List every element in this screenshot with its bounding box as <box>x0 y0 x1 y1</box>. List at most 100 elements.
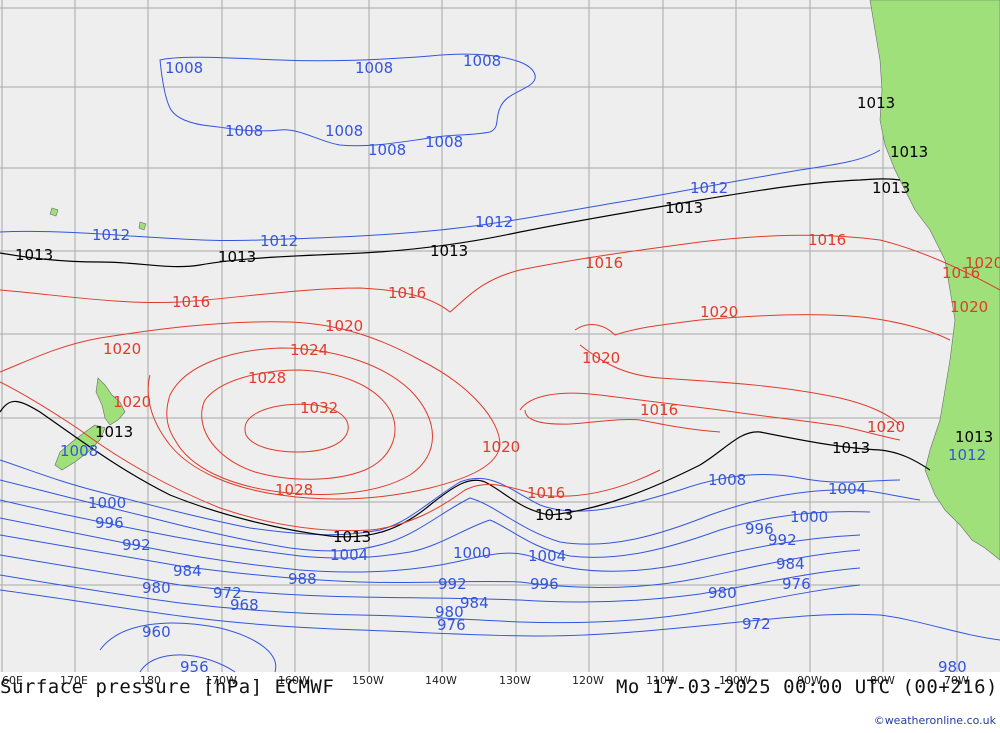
isobar-label: 1013 <box>15 246 53 264</box>
isobar-996 <box>0 517 861 573</box>
island-tonga <box>138 221 147 231</box>
lon-label: 110W <box>646 674 678 687</box>
isobar-1013-south <box>0 400 931 538</box>
isobar-label: 1016 <box>388 284 426 302</box>
isobar-label: 1008 <box>355 59 393 77</box>
lon-label: 170W <box>205 674 237 687</box>
isobar-972 <box>0 589 1000 641</box>
isobar-1020-east <box>574 314 951 341</box>
land <box>49 0 1000 561</box>
isobar-1016-south <box>519 392 901 441</box>
isobar-label: 1008 <box>225 122 263 140</box>
lon-label: 130W <box>499 674 531 687</box>
isobar-label: 992 <box>768 531 797 549</box>
isobars-standard <box>0 178 931 538</box>
credit-link[interactable]: ©weatheronline.co.uk <box>873 714 996 727</box>
isobar-960-low-center <box>99 622 277 673</box>
isobar-label: 1020 <box>867 418 905 436</box>
isobar-label: 1012 <box>260 232 298 250</box>
isobar-label: 984 <box>460 594 489 612</box>
isobar-956 <box>139 654 236 673</box>
ocean-background <box>0 0 1000 672</box>
isobar-1000 <box>0 499 871 559</box>
isobar-label: 960 <box>142 623 171 641</box>
isobar-label: 1016 <box>640 401 678 419</box>
isobar-label: 1016 <box>942 264 980 282</box>
isobar-label: 1013 <box>95 423 133 441</box>
isobars-low <box>0 53 1000 673</box>
isobar-1032 <box>244 403 349 453</box>
isobar-label: 1013 <box>218 248 256 266</box>
isobar-1024 <box>166 347 433 495</box>
isobar-label: 1032 <box>300 399 338 417</box>
isobar-label: 1000 <box>453 544 491 562</box>
lon-label: 80W <box>870 674 895 687</box>
isobar-label: 1013 <box>872 179 910 197</box>
isobar-label: 1020 <box>103 340 141 358</box>
isobar-label: 1013 <box>857 94 895 112</box>
isobar-label: 1024 <box>290 341 328 359</box>
lon-label: 100W <box>719 674 751 687</box>
isobar-label: 1000 <box>88 494 126 512</box>
isobar-label: 1008 <box>463 52 501 70</box>
isobar-label: 1013 <box>832 439 870 457</box>
isobar-label: 1020 <box>582 349 620 367</box>
isobar-label: 992 <box>438 575 467 593</box>
isobar-label: 992 <box>122 536 151 554</box>
isobar-label: 1012 <box>92 226 130 244</box>
isobar-label: 996 <box>530 575 559 593</box>
isobar-label: 1013 <box>665 199 703 217</box>
isobar-label: 996 <box>95 514 124 532</box>
lon-label: 90W <box>797 674 822 687</box>
isobar-label: 1008 <box>165 59 203 77</box>
isobar-label: 956 <box>180 658 209 676</box>
isobar-label: 1008 <box>425 133 463 151</box>
new-zealand-north-island <box>95 377 126 426</box>
isobar-label: 972 <box>742 615 771 633</box>
isobar-label: 988 <box>288 570 317 588</box>
isobar-label: 1000 <box>790 508 828 526</box>
lon-label: 180 <box>140 674 161 687</box>
isobar-1013-north <box>0 178 901 268</box>
isobar-1020-outer <box>0 321 501 500</box>
isobar-label: 1012 <box>948 446 986 464</box>
longitude-labels: 60E 170E 180 170W 160W 150W 140W 130W 12… <box>2 674 969 687</box>
isobar-1004 <box>0 479 921 552</box>
isobar-label: 1013 <box>333 528 371 546</box>
lon-label: 170E <box>60 674 88 687</box>
isobar-labels: 1008 1008 1008 1008 1008 1008 1008 1012 … <box>15 52 1000 676</box>
lon-label: 70W <box>944 674 969 687</box>
isobar-label: 1016 <box>808 231 846 249</box>
isobar-label: 1028 <box>275 481 313 499</box>
isobar-label: 980 <box>708 584 737 602</box>
isobar-1008-north <box>159 53 536 147</box>
isobar-label: 1020 <box>965 254 1000 272</box>
isobar-1012-tropical <box>0 149 881 242</box>
isobar-label: 1012 <box>475 213 513 231</box>
isobar-label: 1016 <box>172 293 210 311</box>
lon-label: 60E <box>2 674 23 687</box>
lon-label: 160W <box>278 674 310 687</box>
isobar-label: 976 <box>782 575 811 593</box>
isobar-label: 1013 <box>955 428 993 446</box>
isobar-label: 1028 <box>248 369 286 387</box>
isobar-label: 1020 <box>950 298 988 316</box>
isobar-label: 1020 <box>325 317 363 335</box>
lon-label: 150W <box>352 674 384 687</box>
isobar-label: 980 <box>142 579 171 597</box>
south-america-land <box>869 0 1000 561</box>
isobar-label: 1016 <box>527 484 565 502</box>
isobar-label: 980 <box>435 603 464 621</box>
isobar-label: 1020 <box>700 303 738 321</box>
isobar-label: 980 <box>938 658 967 676</box>
isobar-label: 1012 <box>690 179 728 197</box>
valid-time: Mo 17-03-2025 00:00 UTC (00+216) <box>615 676 998 698</box>
isobar-1008-south <box>0 459 901 536</box>
isobar-1016-trough <box>0 381 661 532</box>
isobar-label: 1013 <box>890 143 928 161</box>
island-fiji <box>49 207 59 217</box>
lon-label: 140W <box>425 674 457 687</box>
isobar-label: 1004 <box>828 480 866 498</box>
isobar-label: 984 <box>776 555 805 573</box>
isobar-label: 1004 <box>330 546 368 564</box>
